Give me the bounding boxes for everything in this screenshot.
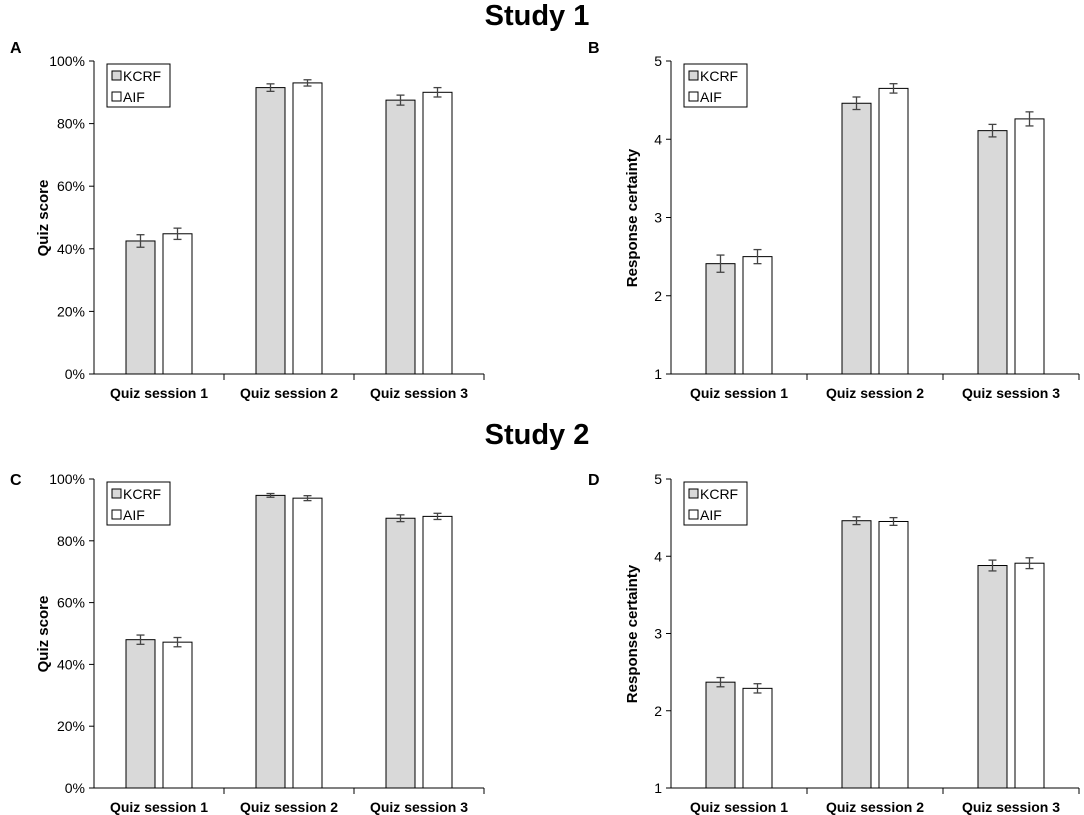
x-category-label: Quiz session 2 <box>826 799 924 815</box>
y-tick-label: 40% <box>57 241 85 257</box>
bar-aif <box>292 82 323 375</box>
x-category-label: Quiz session 3 <box>962 385 1060 401</box>
y-tick-label: 60% <box>57 595 85 611</box>
bar-kcrf <box>255 494 286 789</box>
panel-label: A <box>10 40 22 57</box>
bar-kcrf <box>255 87 286 375</box>
legend-box <box>683 481 748 526</box>
bar-aif <box>162 641 193 789</box>
bar-aif <box>878 520 909 789</box>
y-tick-label: 5 <box>654 471 662 487</box>
legend-swatch-kcrf <box>111 488 122 499</box>
bar-kcrf <box>977 130 1008 375</box>
bar-aif <box>162 233 193 375</box>
x-category-label: Quiz session 2 <box>240 799 338 815</box>
y-tick-label: 2 <box>654 703 662 719</box>
y-axis-title: Response certainty <box>624 148 641 287</box>
legend-swatch-kcrf <box>111 70 122 81</box>
x-category-label: Quiz session 1 <box>110 385 208 401</box>
legend-swatch-kcrf <box>688 488 699 499</box>
y-tick-label: 3 <box>654 210 662 226</box>
y-tick-label: 1 <box>654 366 662 382</box>
y-axis-title: Response certainty <box>624 564 641 703</box>
y-axis-title: Quiz score <box>35 180 52 257</box>
bar-aif <box>1014 562 1045 789</box>
x-category-label: Quiz session 1 <box>110 799 208 815</box>
chart-panel-c: C Quiz score 0% 20% 40% 60% 80% 100% Quiz sessio… <box>10 471 485 815</box>
y-tick-label: 20% <box>57 718 85 734</box>
x-category-label: Quiz session 2 <box>826 385 924 401</box>
panel-label: C <box>10 472 22 489</box>
legend-label-kcrf: KCRF <box>700 486 738 502</box>
y-tick-label: 100% <box>49 471 85 487</box>
study-1-title: Study 1 <box>485 0 590 32</box>
bar-kcrf <box>385 517 416 789</box>
chart-panel-d: D Response certainty 1 2 3 4 5 Quiz session 1 Qu… <box>588 471 1080 815</box>
y-tick-label: 4 <box>654 548 662 564</box>
legend-swatch-aif <box>111 91 122 102</box>
y-tick-label: 60% <box>57 178 85 194</box>
legend-label-aif: AIF <box>123 507 145 523</box>
y-tick-label: 100% <box>49 53 85 69</box>
bar-kcrf <box>841 520 872 789</box>
bar-aif <box>878 87 909 375</box>
legend-label-kcrf: KCRF <box>123 68 161 84</box>
legend-label-aif: AIF <box>700 89 722 105</box>
y-tick-label: 3 <box>654 626 662 642</box>
y-tick-label: 5 <box>654 53 662 69</box>
y-tick-label: 0% <box>65 780 85 796</box>
bar-aif <box>1014 118 1045 375</box>
y-tick-label: 0% <box>65 366 85 382</box>
x-category-label: Quiz session 3 <box>370 799 468 815</box>
bar-kcrf <box>977 565 1008 789</box>
legend-label-aif: AIF <box>123 89 145 105</box>
panel-label: B <box>588 40 600 57</box>
legend-swatch-kcrf <box>688 70 699 81</box>
x-category-label: Quiz session 2 <box>240 385 338 401</box>
legend-swatch-aif <box>688 91 699 102</box>
bar-aif <box>742 687 773 789</box>
x-category-label: Quiz session 3 <box>370 385 468 401</box>
y-tick-label: 40% <box>57 656 85 672</box>
legend-label-kcrf: KCRF <box>123 486 161 502</box>
y-tick-label: 1 <box>654 780 662 796</box>
x-category-label: Quiz session 3 <box>962 799 1060 815</box>
bar-aif <box>422 515 453 789</box>
y-tick-label: 20% <box>57 303 85 319</box>
x-category-label: Quiz session 1 <box>690 385 788 401</box>
y-axis-title: Quiz score <box>35 596 52 673</box>
legend-swatch-aif <box>688 509 699 520</box>
chart-panel-a: A Quiz score 0% 20% 40% 60% 80% 100% Quiz sessio… <box>10 40 485 401</box>
y-tick-label: 80% <box>57 533 85 549</box>
y-tick-label: 80% <box>57 116 85 132</box>
bar-aif <box>292 497 323 789</box>
legend-label-kcrf: KCRF <box>700 68 738 84</box>
x-category-label: Quiz session 1 <box>690 799 788 815</box>
y-tick-label: 2 <box>654 288 662 304</box>
legend-swatch-aif <box>111 509 122 520</box>
legend-label-aif: AIF <box>700 507 722 523</box>
bar-kcrf <box>125 639 156 789</box>
chart-panel-b: B Response certainty 1 2 3 4 5 Quiz session 1 Qu… <box>588 40 1080 401</box>
bar-aif <box>742 256 773 375</box>
panel-label: D <box>588 472 600 489</box>
bar-kcrf <box>125 240 156 375</box>
bar-aif <box>422 91 453 375</box>
bar-kcrf <box>841 102 872 375</box>
y-tick-label: 4 <box>654 131 662 147</box>
study-2-title: Study 2 <box>485 419 590 451</box>
bar-kcrf <box>385 99 416 375</box>
bar-kcrf <box>705 681 736 789</box>
bar-kcrf <box>705 263 736 375</box>
